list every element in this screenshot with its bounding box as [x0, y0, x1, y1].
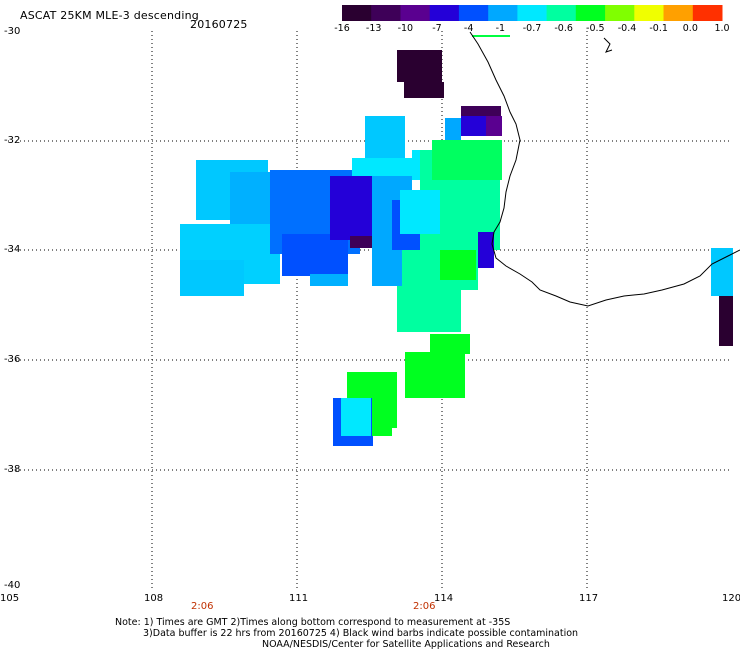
colorbar-cell [400, 5, 431, 21]
note-line-3: NOAA/NESDIS/Center for Satellite Applica… [262, 639, 550, 650]
colorbar-cell [605, 5, 635, 21]
colorbar-tick-label: -0.6 [554, 23, 573, 34]
x-tick-label: 120 [722, 593, 740, 604]
island-outline [603, 37, 613, 53]
colorbar-labels: -16 -13 -10 -7 -4 -1 -0.7 -0.6 -0.5 -0.4 -0.1 0.0 1.… [334, 5, 729, 43]
date-label: 20160725 [190, 18, 248, 31]
colorbar-cell [517, 5, 548, 21]
colorbar-tick-label: -1 [495, 23, 506, 34]
pass-time-label: 2:06 [413, 601, 436, 612]
colorbar-cell [458, 5, 489, 21]
colorbar-cell [692, 5, 723, 21]
colorbar-cell [546, 5, 577, 21]
y-tick-label: -36 [4, 354, 21, 365]
x-tick-label: 111 [289, 593, 309, 604]
colorbar-cell [342, 5, 372, 21]
pass-time-label: 2:06 [191, 601, 214, 612]
colorbar [342, 5, 723, 37]
y-tick-label: -40 [4, 580, 21, 591]
map-panel [8, 31, 740, 588]
colorbar-cell [371, 5, 401, 21]
colorbar-cell [575, 5, 606, 21]
colorbar-tick-label: -0.7 [522, 23, 542, 34]
colorbar-tick-label: 0.0 [682, 23, 698, 34]
grid-lines [8, 31, 732, 588]
colorbar-tick-label: -10 [397, 23, 414, 34]
colorbar-tick-label: -7 [432, 23, 442, 34]
product-title: ASCAT 25KM MLE-3 descending [20, 9, 199, 22]
colorbar-tick-label: -0.4 [617, 23, 637, 34]
colorbar-tick-label: -0.1 [649, 23, 668, 34]
colorbar-tick-label: -13 [365, 23, 382, 34]
colorbar-cell [429, 5, 460, 21]
x-tick-label: 105 [0, 593, 20, 604]
note-line-1: Note: 1) Times are GMT 2)Times along bot… [115, 617, 511, 628]
swath-data [180, 50, 733, 446]
colorbar-tick-label: -4 [463, 23, 474, 34]
colorbar-cell [634, 5, 664, 21]
y-tick-label: -38 [4, 464, 21, 475]
colorbar-cell [488, 5, 518, 21]
colorbar-tick-label: -16 [334, 23, 350, 34]
y-tick-label: -32 [4, 135, 21, 146]
x-tick-label: 108 [144, 593, 164, 604]
x-tick-label: 114 [434, 593, 454, 604]
colorbar-tick-label: -0.5 [586, 23, 605, 34]
y-tick-label: -30 [4, 26, 21, 37]
coastline [469, 31, 740, 307]
x-tick-label: 117 [579, 593, 599, 604]
colorbar-tick-label: 1.0 [714, 23, 730, 34]
y-tick-label: -34 [4, 244, 21, 255]
note-line-2: 3)Data buffer is 22 hrs from 20160725 4)… [143, 628, 579, 639]
colorbar-cell [663, 5, 694, 21]
